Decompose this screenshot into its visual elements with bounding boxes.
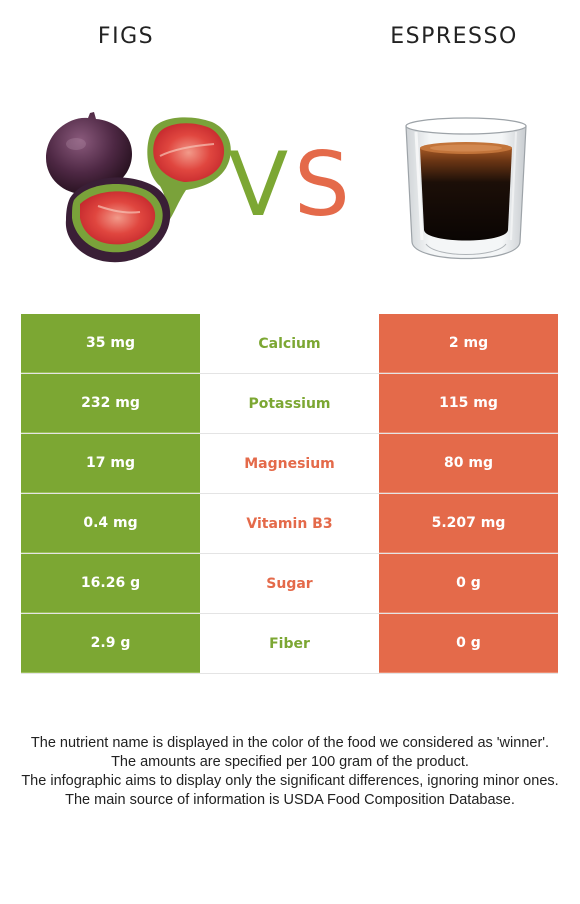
right-value-cell: 0 g (379, 614, 558, 673)
left-value-cell: 35 mg (21, 314, 200, 373)
footnote-source: The main source of information is USDA F… (65, 792, 515, 808)
right-value-cell: 80 mg (379, 434, 558, 493)
table-row: 17 mg Magnesium 80 mg (21, 434, 558, 494)
nutrient-name-cell: Calcium (200, 314, 379, 373)
table-row: 16.26 g Sugar 0 g (21, 554, 558, 614)
right-value-cell: 0 g (379, 554, 558, 613)
vs-v-letter: V (228, 133, 289, 236)
table-row: 35 mg Calcium 2 mg (21, 314, 558, 374)
left-value-cell: 232 mg (21, 374, 200, 433)
figs-image (46, 112, 231, 263)
left-value-cell: 17 mg (21, 434, 200, 493)
table-row: 0.4 mg Vitamin B3 5.207 mg (21, 494, 558, 554)
right-value-cell: 115 mg (379, 374, 558, 433)
nutrient-name-cell: Fiber (200, 614, 379, 673)
vs-s-letter: S (294, 133, 350, 236)
vs-label: V S (228, 140, 352, 230)
footnote-significant-differences: The infographic aims to display only the… (21, 773, 559, 789)
footnotes: The nutrient name is displayed in the co… (20, 734, 560, 810)
table-row: 2.9 g Fiber 0 g (21, 614, 558, 674)
right-food-title: ESPRESSO (390, 24, 518, 49)
left-value-cell: 16.26 g (21, 554, 200, 613)
right-value-cell: 5.207 mg (379, 494, 558, 553)
right-value-cell: 2 mg (379, 314, 558, 373)
left-food-title: FIGS (97, 24, 155, 49)
nutrient-name-cell: Vitamin B3 (200, 494, 379, 553)
espresso-cup-image (405, 117, 527, 260)
footnote-winner-color: The nutrient name is displayed in the co… (30, 735, 550, 751)
footnote-per-100g: The amounts are specified per 100 gram o… (111, 754, 469, 770)
table-row: 232 mg Potassium 115 mg (21, 374, 558, 434)
comparison-table: 35 mg Calcium 2 mg 232 mg Potassium 115 mg 17 … (21, 314, 558, 674)
left-value-cell: 2.9 g (21, 614, 200, 673)
nutrient-name-cell: Potassium (200, 374, 379, 433)
left-value-cell: 0.4 mg (21, 494, 200, 553)
nutrient-name-cell: Sugar (200, 554, 379, 613)
nutrient-name-cell: Magnesium (200, 434, 379, 493)
